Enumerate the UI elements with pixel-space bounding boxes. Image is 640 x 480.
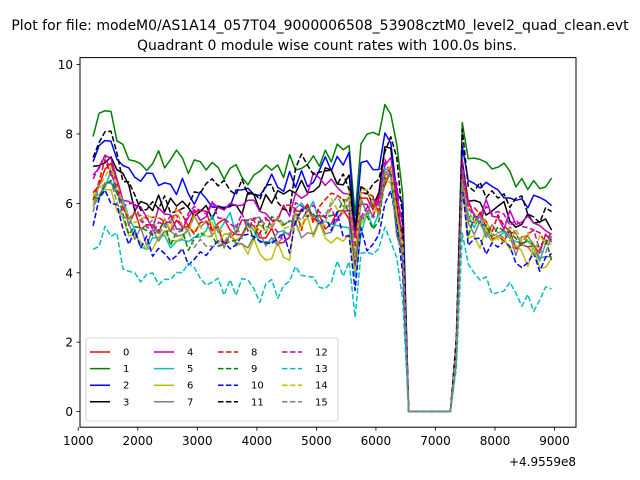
x-tick-label: 9000	[539, 434, 570, 448]
legend-label-10: 10	[251, 381, 264, 392]
series-line-15	[92, 169, 553, 413]
legend-label-1: 1	[123, 364, 129, 375]
series-line-10	[92, 182, 553, 413]
x-tick-label: 4000	[242, 434, 273, 448]
x-tick-label: 1000	[63, 434, 94, 448]
y-tick-label: 0	[65, 405, 73, 419]
y-tick-label: 6	[65, 197, 73, 211]
x-tick-label: 8000	[480, 434, 511, 448]
legend-label-0: 0	[123, 348, 129, 359]
series-line-13	[92, 225, 552, 413]
legend-label-5: 5	[187, 364, 193, 375]
legend-label-6: 6	[187, 381, 193, 392]
legend-label-3: 3	[123, 397, 129, 408]
x-axis-ticks: 1000 2000 3000 4000 5000 6000 7000 8000 9000	[63, 427, 570, 448]
series-line-8	[92, 158, 553, 413]
plot-lines	[92, 103, 553, 413]
legend-label-8: 8	[251, 348, 257, 359]
series-line-1	[92, 103, 553, 413]
y-axis-ticks: 0 2 4 6 8 10	[58, 58, 80, 419]
x-tick-label: 7000	[420, 434, 451, 448]
x-tick-label: 6000	[361, 434, 392, 448]
legend-label-13: 13	[315, 364, 328, 375]
series-line-12	[92, 154, 553, 413]
x-offset-label: +4.9559e8	[509, 455, 576, 469]
axes-frame	[79, 57, 577, 428]
y-tick-label: 10	[58, 58, 73, 72]
legend-label-4: 4	[187, 348, 193, 359]
series-line-5	[93, 167, 553, 413]
series-line-11	[92, 128, 553, 413]
series-line-3	[93, 146, 553, 413]
chart-title: Quadrant 0 module wise count rates with …	[137, 38, 517, 54]
legend-box	[85, 337, 339, 422]
series-line-7	[92, 172, 552, 413]
legend-label-11: 11	[251, 397, 264, 408]
x-tick-label: 2000	[122, 434, 153, 448]
x-tick-label: 3000	[182, 434, 213, 448]
legend-label-2: 2	[123, 381, 129, 392]
series-line-14	[92, 165, 552, 413]
legend-label-14: 14	[315, 381, 328, 392]
suptitle: Plot for file: modeM0/AS1A14_057T04_9000…	[11, 18, 629, 34]
series-line-2	[92, 132, 553, 413]
x-tick-label: 5000	[301, 434, 332, 448]
y-tick-label: 8	[65, 127, 73, 141]
legend-label-9: 9	[251, 364, 257, 375]
legend-label-15: 15	[315, 397, 328, 408]
y-tick-label: 2	[65, 336, 73, 350]
y-tick-label: 4	[65, 266, 73, 280]
legend-label-12: 12	[315, 348, 328, 359]
legend-label-7: 7	[187, 397, 193, 408]
